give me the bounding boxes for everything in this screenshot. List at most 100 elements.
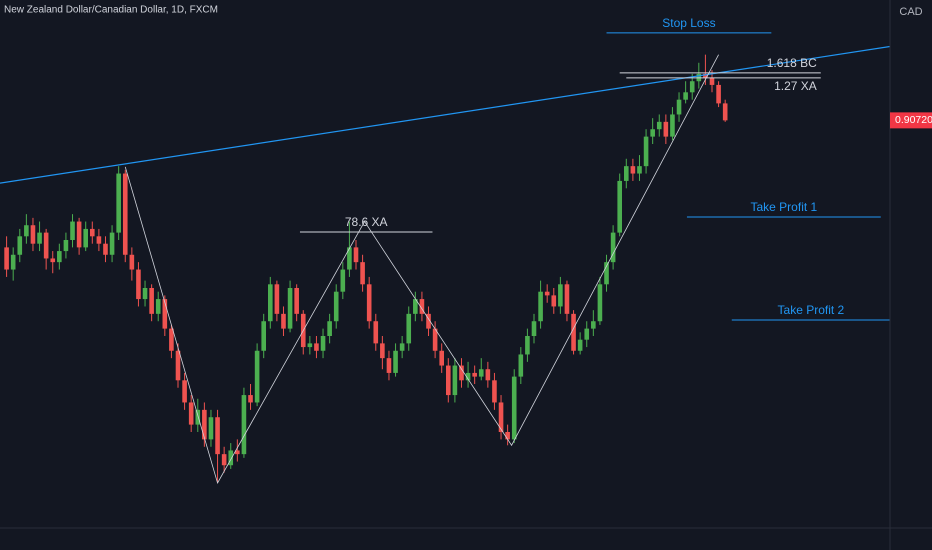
candle-body (122, 173, 128, 255)
candle-body (366, 284, 372, 322)
candle-body (83, 228, 89, 248)
candle-body (716, 84, 721, 104)
level-label: 1.618 BC (767, 56, 817, 70)
candle-body (525, 336, 530, 355)
candle-body (722, 103, 728, 121)
candle-body (597, 284, 603, 322)
candle-body (17, 236, 23, 255)
candle-body (63, 240, 69, 252)
candle-body (307, 343, 313, 348)
candle-body (643, 136, 649, 167)
candle-body (235, 450, 240, 455)
candle-body (511, 376, 517, 440)
candle-body (689, 81, 695, 93)
candle-body (380, 343, 385, 359)
candle-body (188, 402, 194, 425)
candle-body (564, 284, 570, 314)
candle-body (406, 313, 412, 344)
candle-body (709, 77, 715, 85)
candle-body (149, 288, 154, 314)
candle-body (676, 99, 682, 115)
level-label: Take Profit 1 (751, 200, 818, 214)
candle-body (340, 269, 346, 292)
candle-body (327, 321, 332, 336)
candle-body (551, 295, 557, 307)
candle-body (175, 350, 181, 381)
candle-body (459, 365, 464, 381)
candle-body (30, 225, 36, 244)
candle-body (353, 247, 359, 263)
candle-body (10, 254, 16, 270)
candle-body (637, 166, 642, 174)
last-price-tag (890, 112, 932, 129)
candle-body (505, 432, 510, 440)
candle-body (617, 180, 623, 233)
candle-body (50, 258, 56, 263)
plot: Stop Loss 1.618 BC 1.27 XA 78.6 XA Take Prof… (0, 16, 891, 484)
candle-body (663, 121, 669, 137)
candle-body (492, 380, 497, 403)
candle-body (558, 284, 563, 307)
candle-body (518, 354, 524, 377)
candle-body (439, 350, 445, 366)
candle-body (37, 232, 42, 244)
candle-body (584, 328, 590, 340)
candle-body (399, 343, 405, 351)
candle-body (531, 321, 537, 336)
candle-body (452, 365, 458, 396)
candle-body (610, 232, 616, 263)
level-label: Take Profit 2 (778, 303, 845, 317)
candle-body (478, 369, 484, 377)
candle-body (413, 299, 418, 314)
candle-body (248, 395, 253, 403)
candle-body (221, 454, 227, 466)
candle-body (630, 166, 636, 174)
candle-body (670, 114, 675, 137)
candle-body (604, 262, 609, 285)
candle-body (96, 236, 102, 244)
candle-body (571, 313, 576, 351)
candle-body (215, 417, 220, 455)
candle-body (656, 121, 662, 130)
candle-body (228, 450, 234, 466)
pattern-line (124, 54, 719, 484)
candle-body (109, 232, 115, 255)
candle-body (498, 402, 504, 432)
candle-body (274, 284, 280, 314)
candle-body (577, 339, 583, 351)
candle-body (89, 228, 95, 237)
candle-body (182, 380, 187, 403)
candle-body (347, 247, 352, 270)
candle-body (261, 321, 267, 351)
level-label: Stop Loss (662, 16, 715, 30)
candle-body (683, 92, 688, 100)
candle-body (267, 284, 273, 322)
candle-body (320, 336, 326, 351)
last-price-label: 0.90720 (895, 114, 932, 126)
axes: 0.90720 (890, 112, 932, 129)
candle-body (43, 232, 49, 259)
candle-body (294, 288, 299, 314)
candle-body (24, 225, 29, 237)
candle-body (162, 299, 168, 329)
candle-body (314, 343, 319, 351)
candle-body (202, 409, 207, 440)
candle-body (360, 262, 365, 285)
candle-body (472, 372, 477, 377)
candle-body (116, 173, 121, 233)
candle-body (703, 73, 708, 78)
candle-body (544, 291, 550, 296)
axis-unit: CAD (899, 6, 922, 18)
candle-body (281, 313, 286, 329)
candle-body (465, 372, 471, 381)
candle-body (136, 269, 141, 300)
candle-body (254, 350, 260, 403)
level-label: 1.27 XA (774, 79, 817, 93)
chart-title: New Zealand Dollar/Canadian Dollar, 1D, … (4, 5, 218, 16)
candle-body (650, 129, 655, 137)
candle-body (419, 299, 425, 314)
candle-body (195, 409, 201, 425)
candle-body (57, 251, 62, 263)
